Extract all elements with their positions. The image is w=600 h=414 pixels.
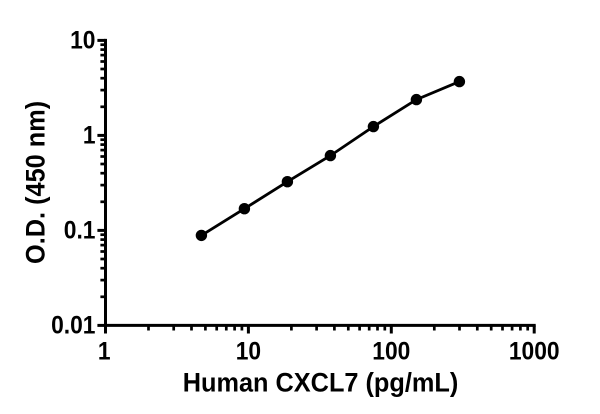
svg-text:1: 1 bbox=[83, 123, 96, 150]
svg-text:Human CXCL7 (pg/mL): Human CXCL7 (pg/mL) bbox=[183, 367, 459, 398]
svg-text:0.01: 0.01 bbox=[51, 313, 96, 340]
svg-text:0.1: 0.1 bbox=[64, 218, 96, 245]
svg-text:1000: 1000 bbox=[509, 338, 560, 365]
svg-text:O.D. (450 nm): O.D. (450 nm) bbox=[19, 101, 50, 264]
svg-text:10: 10 bbox=[236, 338, 261, 365]
svg-text:10: 10 bbox=[70, 28, 95, 55]
svg-text:100: 100 bbox=[372, 338, 410, 365]
svg-text:1: 1 bbox=[98, 338, 111, 365]
